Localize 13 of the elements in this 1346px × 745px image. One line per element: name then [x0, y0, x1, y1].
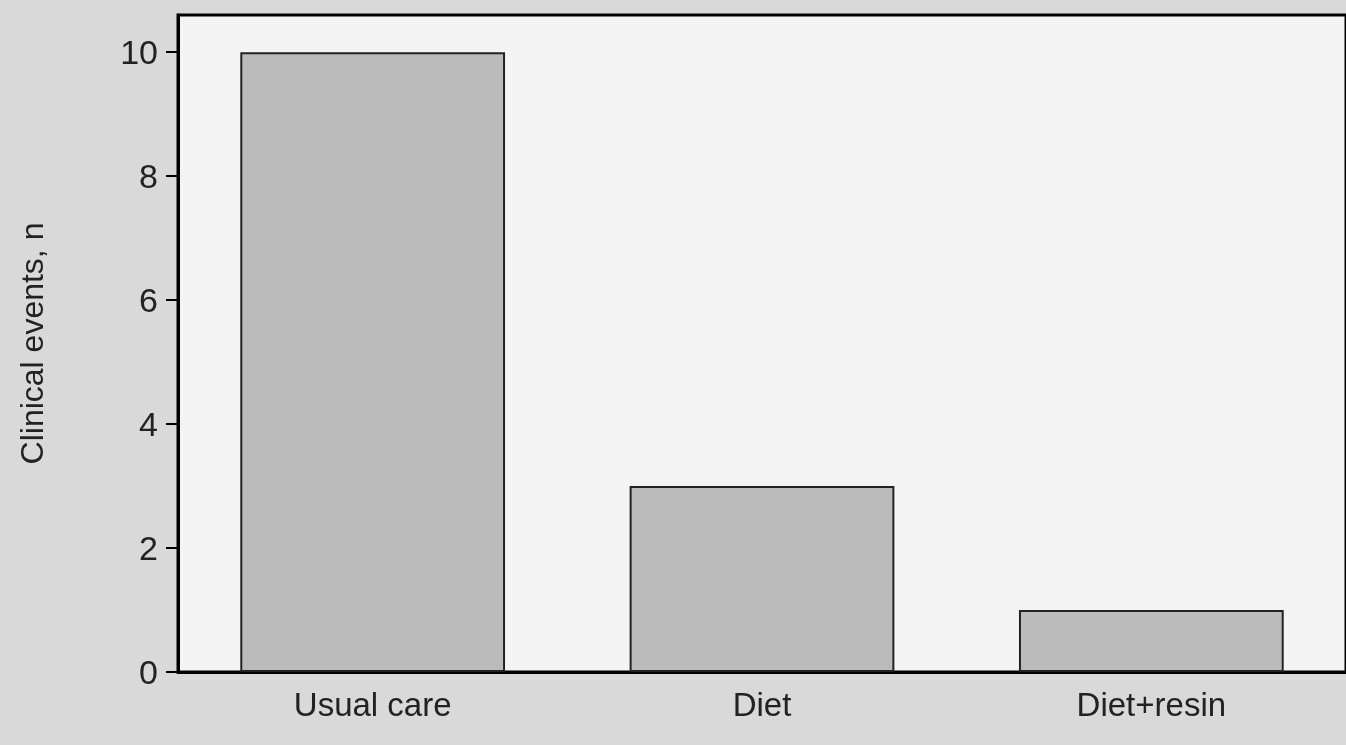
y-tick-label: 10	[120, 33, 158, 72]
y-axis-title: Clinical events, n	[14, 222, 50, 465]
x-tick-label: Diet	[732, 686, 792, 723]
x-tick-label: Usual care	[293, 686, 452, 723]
y-tick-label: 2	[139, 529, 158, 568]
y-tick-label: 6	[139, 281, 158, 320]
x-tick-label: Diet+resin	[1076, 686, 1227, 723]
bar	[240, 52, 506, 672]
y-tick-label: 8	[139, 157, 158, 196]
bar	[629, 486, 895, 672]
bar	[1018, 610, 1284, 672]
y-tick-label: 4	[139, 405, 158, 444]
y-tick-label: 0	[139, 653, 158, 691]
